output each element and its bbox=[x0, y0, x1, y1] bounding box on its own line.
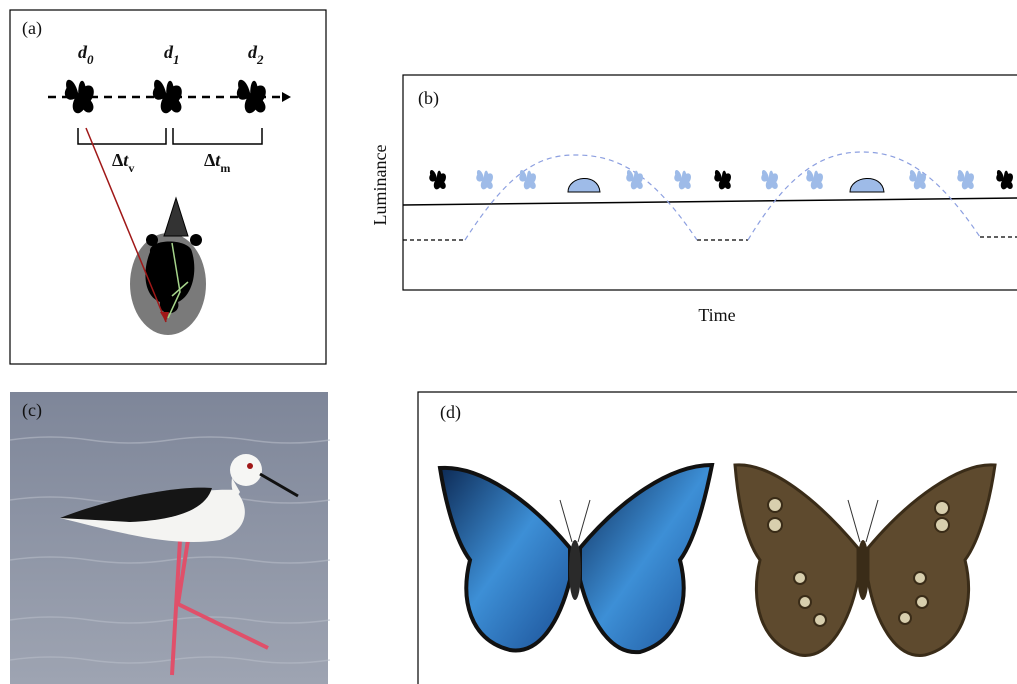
interval-sub: v bbox=[128, 161, 134, 175]
morpho-dorsal bbox=[440, 465, 712, 652]
interval-label: Δtv bbox=[112, 150, 134, 175]
panel-label: (c) bbox=[22, 400, 42, 421]
interval-bracket bbox=[78, 128, 262, 144]
delta: Δ bbox=[112, 150, 123, 170]
panel-label: (a) bbox=[22, 18, 42, 39]
eye bbox=[190, 234, 202, 246]
position-label: d2 bbox=[248, 42, 264, 67]
figure: (a) d0 d1 d2 Δtv Δtm (b) Luminance Time bbox=[0, 0, 1017, 684]
morpho-ventral bbox=[735, 465, 995, 656]
x-axis-label: Time bbox=[698, 305, 735, 325]
position-label: d0 bbox=[78, 42, 94, 67]
interval-sub: m bbox=[220, 161, 230, 175]
butterfly-row bbox=[429, 170, 1013, 192]
interval-label: Δtm bbox=[204, 150, 230, 175]
position-sub: 0 bbox=[87, 52, 94, 67]
butterfly bbox=[153, 80, 182, 114]
luminance-curve bbox=[465, 152, 980, 240]
panel-label: (b) bbox=[418, 88, 439, 109]
butterfly bbox=[65, 80, 94, 114]
panel-frame bbox=[403, 75, 1017, 290]
panel-a: (a) d0 d1 d2 Δtv Δtm bbox=[10, 10, 326, 364]
panel-b: (b) Luminance Time bbox=[370, 75, 1017, 325]
butterfly bbox=[237, 80, 266, 114]
panel-d: (d) bbox=[418, 392, 1017, 684]
beak bbox=[164, 198, 188, 236]
background-level bbox=[403, 198, 1017, 205]
y-axis-label: Luminance bbox=[370, 145, 390, 226]
dark-phase bbox=[403, 237, 1017, 240]
position-sub: 2 bbox=[256, 52, 264, 67]
position-label: d1 bbox=[164, 42, 180, 67]
delta: Δ bbox=[204, 150, 215, 170]
panel-c: (c) bbox=[10, 392, 330, 684]
arrowhead bbox=[282, 92, 291, 102]
panel-label: (d) bbox=[440, 402, 461, 423]
position-sub: 1 bbox=[173, 52, 180, 67]
